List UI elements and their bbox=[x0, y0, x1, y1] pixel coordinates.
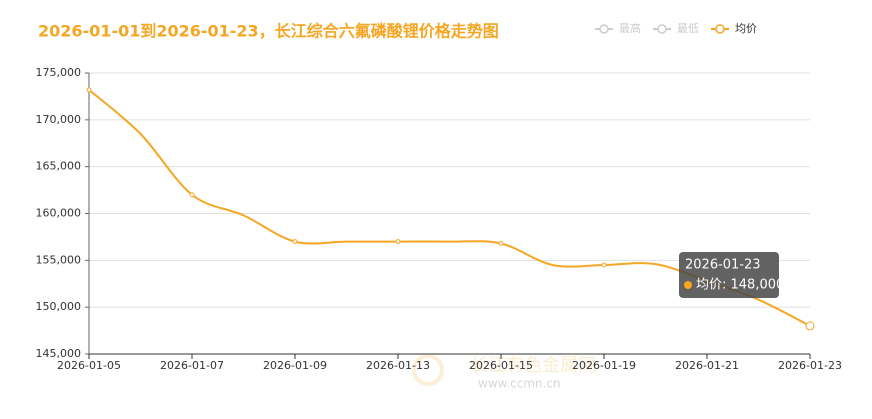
y-tick-label: 175,000 bbox=[36, 66, 82, 79]
tooltip-title: 2026-01-23 bbox=[685, 258, 761, 273]
point bbox=[805, 321, 815, 331]
legend-label[interactable]: 均价 bbox=[735, 22, 757, 35]
x-tick-label: 2026-01-07 bbox=[160, 359, 224, 372]
legend-label[interactable]: 最低 bbox=[677, 22, 699, 35]
point bbox=[189, 192, 195, 198]
legend-marker bbox=[599, 24, 609, 34]
legend-label[interactable]: 最高 bbox=[619, 21, 641, 35]
y-tick-label: 145,000 bbox=[36, 347, 82, 360]
point bbox=[601, 262, 607, 268]
x-tick-label: 2026-01-19 bbox=[572, 359, 636, 372]
point bbox=[292, 239, 298, 245]
point bbox=[395, 239, 401, 245]
point bbox=[498, 240, 504, 246]
point bbox=[86, 87, 92, 93]
y-tick-label: 165,000 bbox=[36, 160, 82, 173]
watermark: 长江有色金属网 bbox=[470, 355, 596, 376]
chart-title: 2026-01-01到2026-01-23，长江综合六氟磷酸锂价格走势图 bbox=[38, 22, 499, 41]
legend-marker bbox=[715, 24, 725, 34]
legend-marker bbox=[657, 24, 667, 34]
y-tick-label: 170,000 bbox=[36, 113, 82, 126]
watermark-logo bbox=[412, 354, 444, 386]
x-tick-label: 2026-01-13 bbox=[366, 359, 430, 372]
x-tick-label: 2026-01-05 bbox=[57, 359, 121, 372]
x-tick-label: 2026-01-23 bbox=[778, 359, 842, 372]
y-tick-label: 160,000 bbox=[36, 207, 82, 220]
tooltip-text: 均价: 148,000 bbox=[696, 278, 784, 293]
y-tick-label: 155,000 bbox=[36, 253, 82, 266]
x-tick-label: 2026-01-09 bbox=[263, 359, 327, 372]
x-tick-label: 2026-01-21 bbox=[675, 359, 739, 372]
tooltip-box bbox=[679, 252, 779, 298]
x-tick-label: 2026-01-15 bbox=[469, 359, 533, 372]
watermark-url: www.ccmn.cn bbox=[478, 377, 561, 391]
y-tick-label: 150,000 bbox=[36, 300, 82, 313]
tooltip-dot bbox=[684, 281, 692, 289]
